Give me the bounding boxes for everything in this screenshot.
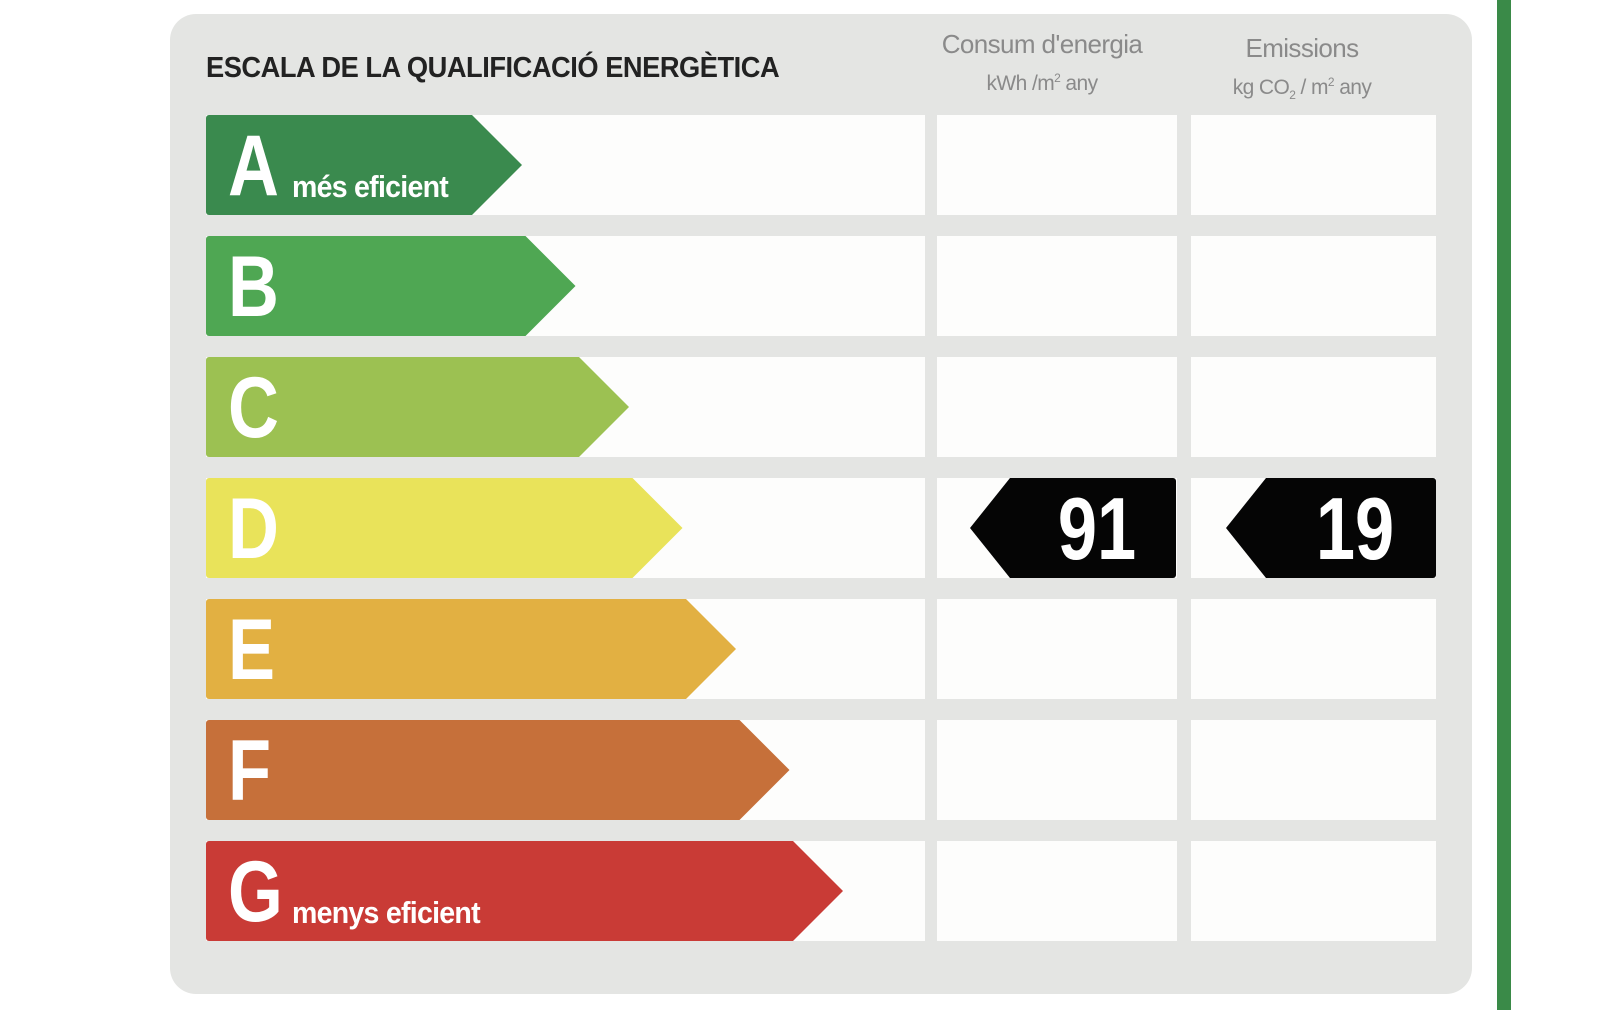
emissions-cell — [1191, 236, 1436, 336]
class-arrow-b: B — [206, 236, 576, 336]
class-arrow-c: C — [206, 357, 629, 457]
emissions-cell — [1191, 841, 1436, 941]
energy-column-header: Consum d'energia kWh /m2 any — [922, 26, 1162, 100]
energy-cell — [937, 720, 1177, 820]
energy-cell — [937, 599, 1177, 699]
energy-value: 91 — [1057, 479, 1137, 578]
class-letter: D — [228, 481, 279, 577]
class-letter: C — [228, 360, 279, 456]
class-arrow-e: E — [206, 599, 736, 699]
emissions-column-unit: kg CO2 / m2 any — [1232, 75, 1372, 103]
class-cell: E — [206, 599, 925, 699]
class-letter: E — [228, 602, 276, 698]
scale-title: ESCALA DE LA QUALIFICACIÓ ENERGÈTICA — [206, 52, 780, 84]
emissions-column-label: Emissions — [1245, 33, 1359, 63]
class-note: menys eficient — [292, 895, 480, 930]
class-letter: B — [228, 239, 279, 335]
energy-label-panel: ESCALA DE LA QUALIFICACIÓ ENERGÈTICA Con… — [170, 14, 1472, 994]
emissions-cell — [1191, 357, 1436, 457]
class-cell: C — [206, 357, 925, 457]
energy-value-badge: 91 — [970, 478, 1176, 578]
energy-cell — [937, 115, 1177, 215]
class-letter: F — [228, 723, 272, 819]
emissions-cell — [1191, 115, 1436, 215]
class-cell: D — [206, 478, 925, 578]
emissions-cell — [1191, 720, 1436, 820]
class-note: més eficient — [292, 169, 449, 204]
emissions-column-header: Emissions kg CO2 / m2 any — [1172, 30, 1432, 111]
energy-cell — [937, 236, 1177, 336]
class-letter: A — [228, 118, 279, 214]
class-cell: F — [206, 720, 925, 820]
class-arrow-f: F — [206, 720, 790, 820]
emissions-value-badge: 19 — [1226, 478, 1436, 578]
class-arrow-d: D — [206, 478, 683, 578]
accent-border-line — [1497, 0, 1511, 1010]
class-letter: G — [228, 844, 283, 940]
energy-column-unit: kWh /m2 any — [986, 71, 1099, 95]
class-cell: B — [206, 236, 925, 336]
emissions-value: 19 — [1315, 479, 1395, 578]
energy-cell — [937, 357, 1177, 457]
emissions-cell — [1191, 599, 1436, 699]
energy-cell — [937, 841, 1177, 941]
energy-column-label: Consum d'energia — [941, 29, 1143, 59]
